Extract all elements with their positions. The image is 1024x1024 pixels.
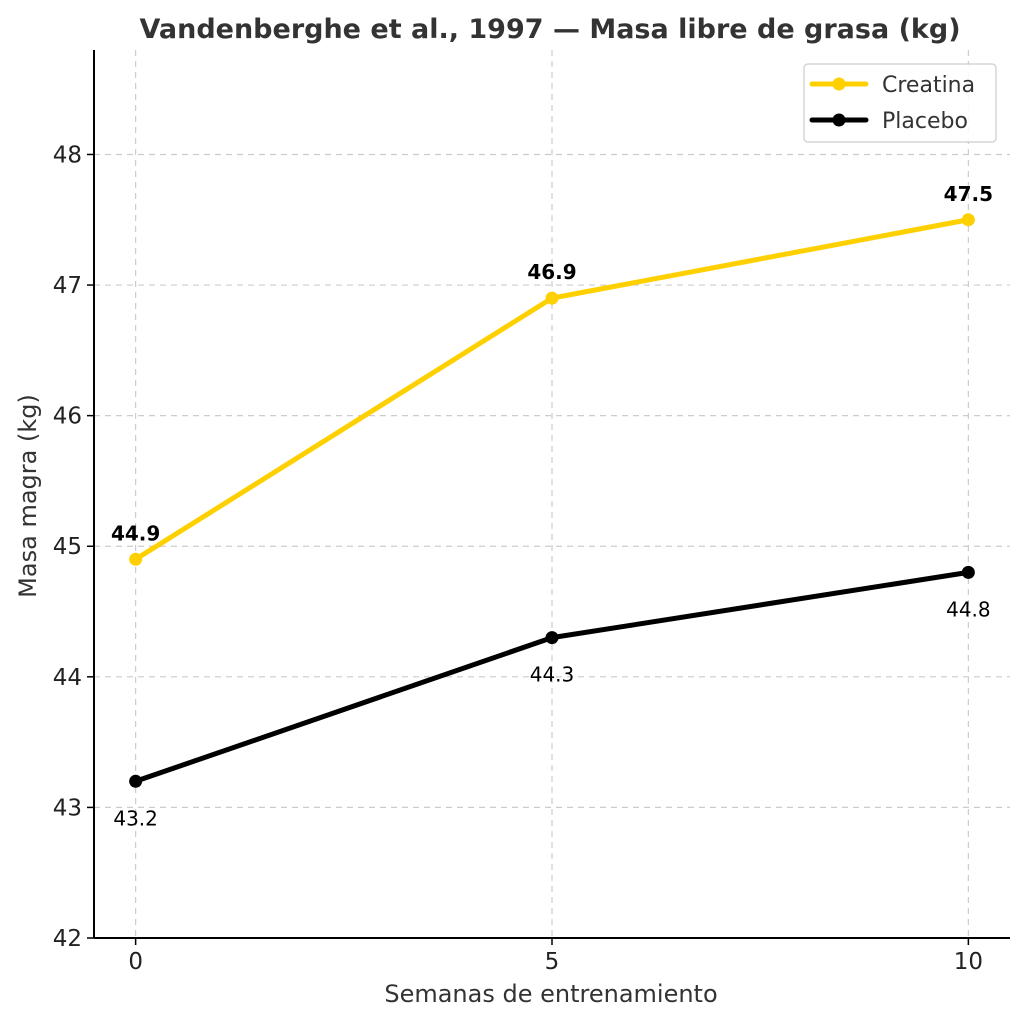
y-tick-label: 45 xyxy=(53,534,82,560)
y-tick-label: 47 xyxy=(53,273,82,299)
data-label: 46.9 xyxy=(527,260,576,284)
y-tick-label: 48 xyxy=(53,142,82,168)
y-tick-label: 46 xyxy=(53,404,82,430)
chart-title: Vandenberghe et al., 1997 — Masa libre d… xyxy=(139,14,960,45)
data-label: 44.3 xyxy=(530,663,575,687)
data-label: 43.2 xyxy=(113,806,158,830)
data-labels: 44.9 46.9 47.5 43.2 44.3 44.8 xyxy=(111,182,993,831)
legend-label-creatina: Creatina xyxy=(882,73,975,98)
data-point xyxy=(545,291,559,305)
legend-marker xyxy=(832,113,846,127)
legend-label-placebo: Placebo xyxy=(882,109,968,134)
x-axis-label: Semanas de entrenamiento xyxy=(384,980,717,1008)
y-tick-label: 42 xyxy=(53,926,82,952)
axes: 42 43 44 45 46 47 48 0 5 10 xyxy=(53,50,1010,975)
legend-marker xyxy=(832,77,846,91)
data-point xyxy=(129,774,143,788)
y-tick-label: 44 xyxy=(53,665,82,691)
data-label: 44.8 xyxy=(946,597,991,621)
legend: Creatina Placebo xyxy=(803,63,997,143)
data-label: 44.9 xyxy=(111,521,160,545)
data-point xyxy=(545,631,559,645)
x-tick-label: 10 xyxy=(954,949,983,975)
y-tick-label: 43 xyxy=(53,795,82,821)
x-tick-label: 5 xyxy=(545,949,560,975)
data-point xyxy=(129,552,143,566)
grid xyxy=(94,50,1010,938)
y-axis-label: Masa magra (kg) xyxy=(14,394,42,598)
data-point xyxy=(961,213,975,227)
data-point xyxy=(961,565,975,579)
data-label: 47.5 xyxy=(944,182,993,206)
x-tick-label: 0 xyxy=(128,949,143,975)
series-lines xyxy=(129,213,975,788)
